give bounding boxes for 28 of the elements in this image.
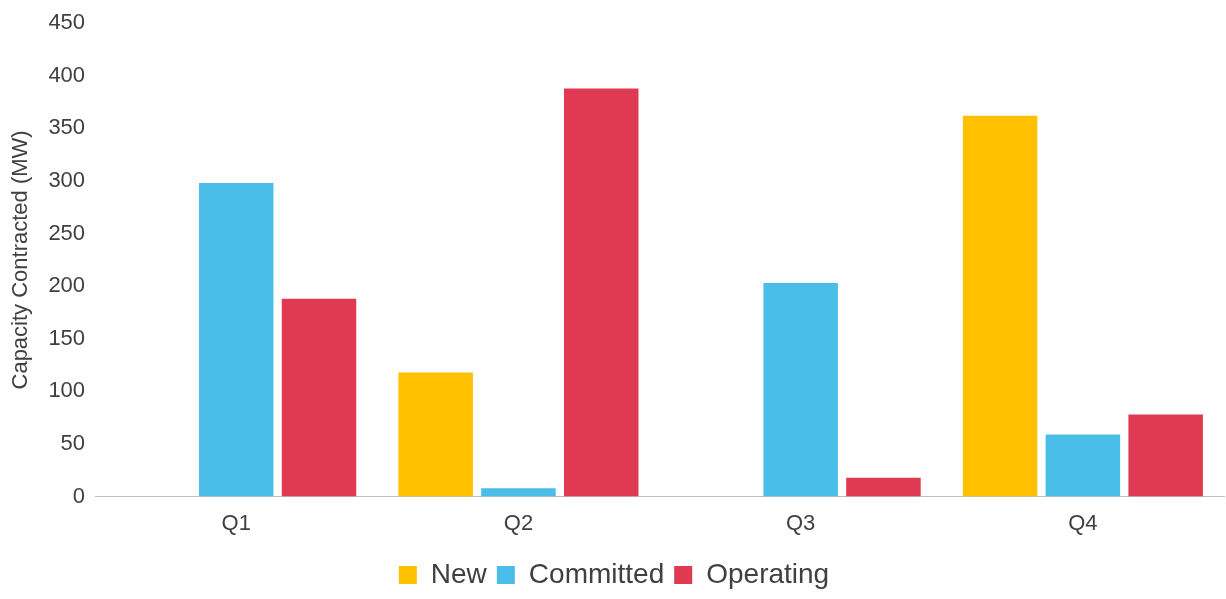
bar bbox=[846, 477, 921, 497]
y-tick-label: 0 bbox=[72, 482, 86, 508]
bar bbox=[281, 298, 357, 497]
x-tick-label: Q2 bbox=[503, 509, 534, 535]
y-tick-label: 400 bbox=[48, 61, 86, 87]
bar bbox=[1045, 434, 1121, 497]
y-tick-label: 450 bbox=[48, 9, 86, 35]
y-tick-label: 200 bbox=[48, 272, 86, 298]
bar bbox=[563, 88, 639, 497]
legend-label: New bbox=[430, 557, 488, 589]
y-tick-label: 100 bbox=[48, 377, 86, 403]
y-axis-title: Capacity Contracted (MW) bbox=[7, 130, 33, 390]
bar bbox=[763, 283, 838, 497]
bar bbox=[1128, 414, 1203, 497]
x-tick-label: Q1 bbox=[221, 509, 251, 535]
x-tick-label: Q3 bbox=[785, 509, 816, 535]
legend-label: Operating bbox=[706, 557, 830, 589]
legend-label: Committed bbox=[528, 557, 665, 589]
x-tick-label: Q4 bbox=[1068, 509, 1098, 535]
y-tick-label: 50 bbox=[60, 430, 86, 456]
y-tick-label: 350 bbox=[48, 114, 86, 140]
bar bbox=[481, 488, 556, 497]
bar bbox=[398, 372, 473, 497]
bar bbox=[198, 183, 274, 497]
bar bbox=[962, 115, 1038, 497]
y-tick-label: 150 bbox=[48, 324, 86, 350]
y-tick-label: 300 bbox=[48, 167, 86, 193]
y-tick-label: 250 bbox=[48, 219, 86, 245]
